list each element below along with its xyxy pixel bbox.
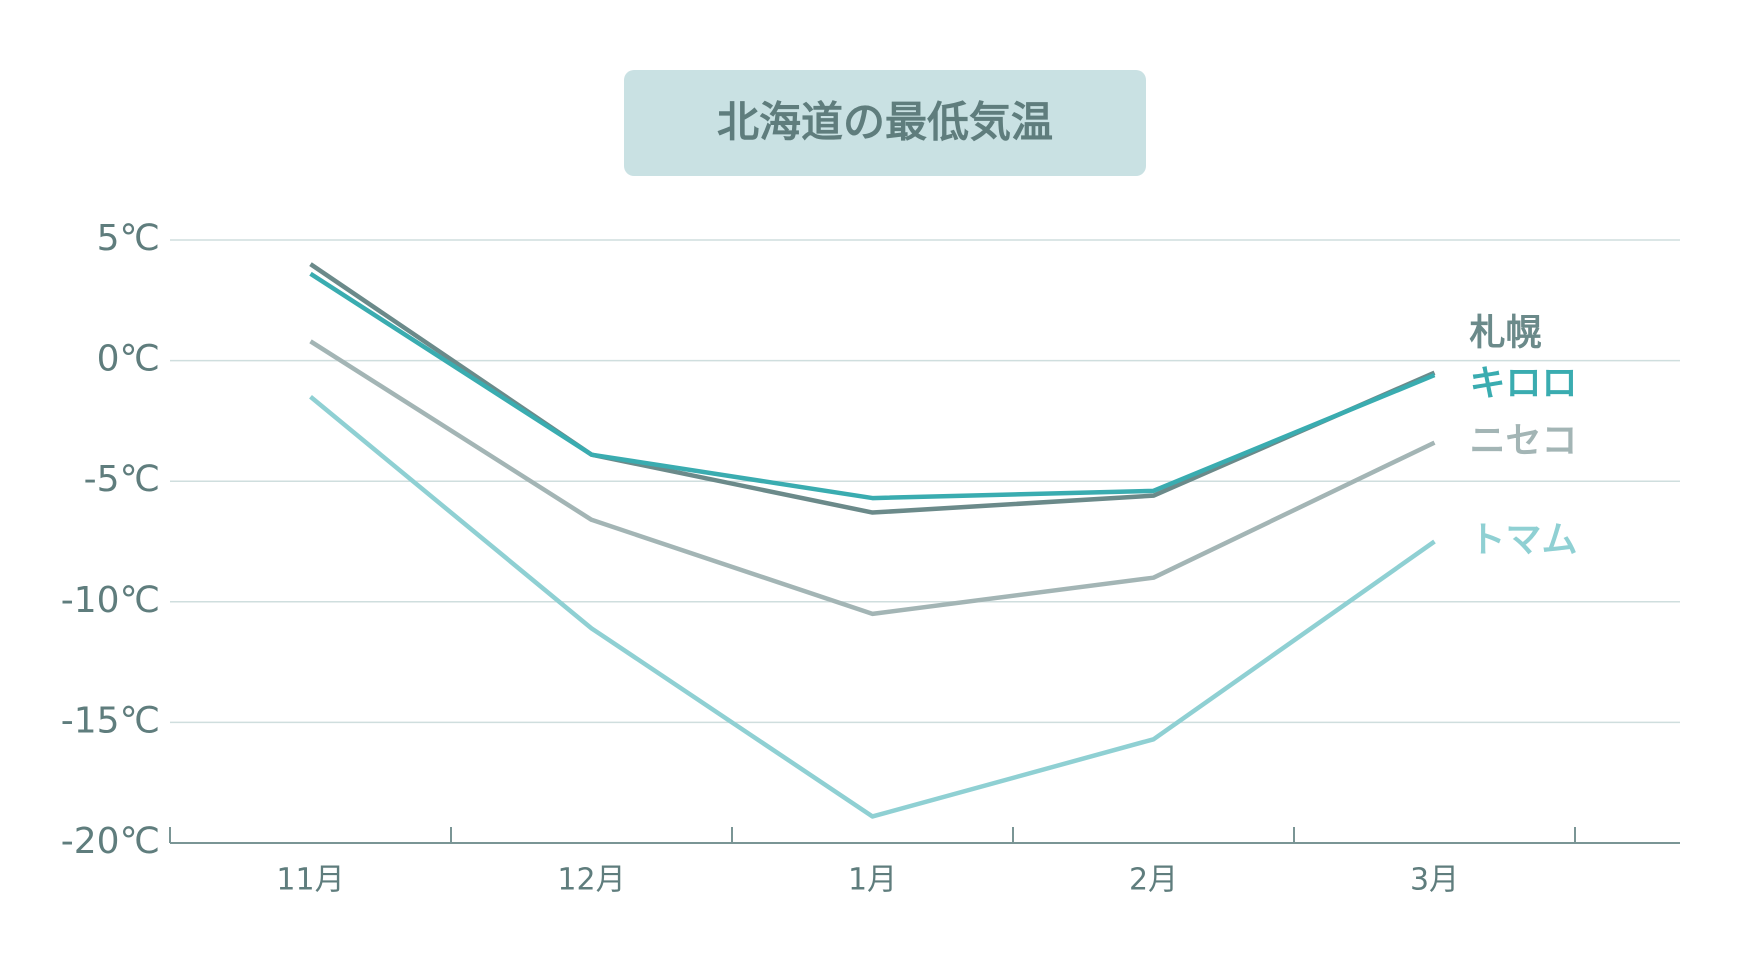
chart-title: 北海道の最低気温 — [717, 98, 1053, 147]
series-label: ニセコ — [1470, 421, 1578, 462]
x-tick-label: 2月 — [1129, 863, 1178, 898]
y-tick-label: -10℃ — [61, 580, 160, 621]
x-tick-label: 11月 — [276, 863, 344, 898]
series-label: 札幌 — [1470, 313, 1542, 354]
series-label: トマム — [1470, 520, 1578, 561]
series-line — [309, 271, 1436, 501]
y-tick-label: 5℃ — [97, 218, 160, 259]
title-box — [624, 70, 1146, 176]
y-tick-label: -15℃ — [61, 700, 160, 741]
y-tick-label: -5℃ — [84, 459, 160, 500]
y-tick-label: 0℃ — [97, 339, 160, 380]
series-line — [309, 339, 1436, 617]
series-line — [309, 262, 1436, 515]
y-tick-label: -20℃ — [61, 821, 160, 862]
x-tick-label: 1月 — [848, 863, 897, 898]
series-line — [309, 395, 1436, 819]
series-label: キロロ — [1470, 363, 1578, 404]
x-tick-label: 12月 — [557, 863, 625, 898]
x-tick-label: 3月 — [1410, 863, 1459, 898]
